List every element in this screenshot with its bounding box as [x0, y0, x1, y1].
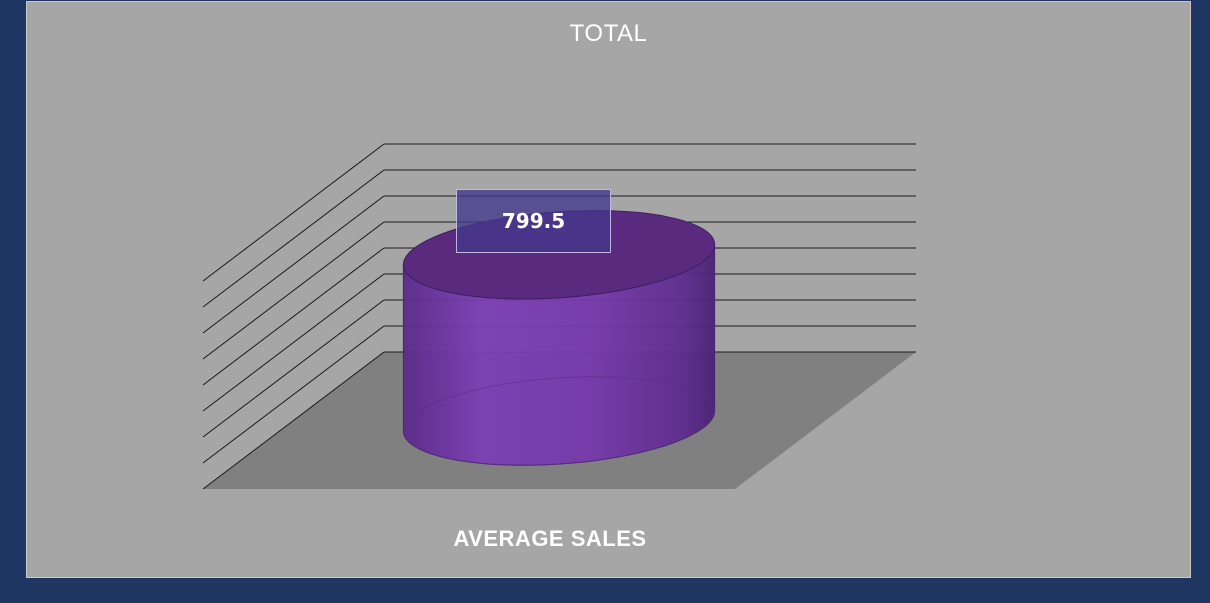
gridline-side: [203, 196, 384, 333]
category-label: AVERAGE SALES: [432, 526, 668, 552]
gridline-side: [203, 222, 384, 359]
data-label: 799.5: [456, 189, 611, 253]
data-label-text: 799.5: [502, 209, 565, 233]
gridline-side: [203, 144, 384, 281]
gridline-side: [203, 170, 384, 307]
gridline-side: [203, 248, 384, 385]
